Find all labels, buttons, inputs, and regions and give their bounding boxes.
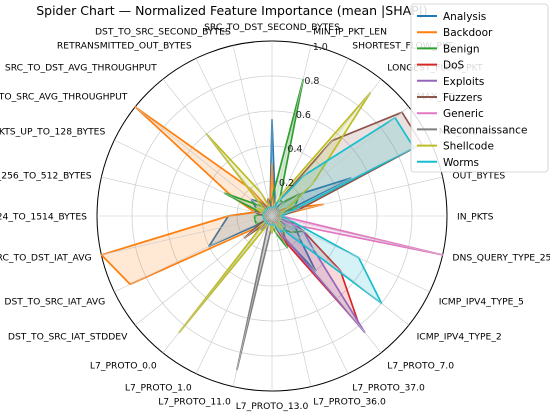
spoke (271, 58, 349, 217)
spoke (271, 215, 312, 387)
category-label: ICMP_IPV4_TYPE_5 (439, 296, 524, 307)
category-label: NUM_PKTS_256_TO_512_BYTES (0, 170, 92, 181)
legend-entry: Fuzzers (443, 92, 482, 104)
legend: Analysis Backdoor Benign DoS Exploits Fuzzers… (410, 3, 549, 173)
spoke (162, 215, 273, 353)
category-label: OUT_BYTES (452, 170, 505, 181)
category-label: L7_PROTO_37.0 (352, 383, 425, 394)
spoke (114, 215, 273, 293)
spokes (97, 41, 447, 391)
category-label: L7_PROTO_36.0 (313, 396, 386, 407)
spoke (101, 176, 273, 217)
category-label: L7_PROTO_11.0 (158, 396, 231, 407)
spoke (232, 45, 273, 217)
category-label: NUM_PKTS_1024_TO_1514_BYTES (0, 212, 87, 223)
tick-label: 0.2 (279, 178, 294, 189)
category-label: L7_PROTO_7.0 (387, 361, 454, 372)
spoke (101, 215, 273, 256)
category-label: DST_TO_SRC_IAT_AVG (4, 296, 105, 307)
category-label: SHORTEST_FLOW_PKT (352, 40, 453, 51)
spoke (232, 215, 273, 387)
tick-label: 0.6 (296, 110, 311, 121)
category-label: SRC_TO_DST_IAT_AVG (0, 253, 92, 264)
category-label: NUM_PKTS_UP_TO_128_BYTES (0, 127, 105, 138)
spoke (271, 215, 409, 326)
radial-ticks: 0.2 0.4 0.6 0.8 1.0 (279, 42, 328, 189)
legend-entry: Benign (443, 43, 480, 55)
category-label: ICMP_IPV4_TYPE_2 (417, 331, 502, 342)
spoke (271, 215, 443, 256)
spoke (271, 139, 430, 217)
spoke (195, 58, 273, 217)
tick-label: 0.8 (304, 76, 319, 87)
spoke (162, 79, 273, 217)
spoke (135, 215, 273, 326)
chart-title: Spider Chart — Normalized Feature Import… (36, 3, 428, 18)
category-label: DST_TO_SRC_AVG_THROUGHPUT (0, 92, 128, 103)
legend-entry: Generic (443, 108, 484, 120)
category-label: DNS_QUERY_TYPE_255 (452, 253, 550, 264)
series-fill-worms (263, 117, 414, 304)
category-label: SRC_TO_DST_AVG_THROUGHPUT (5, 62, 157, 73)
category-label: SRC_TO_DST_SECOND_BYTES (204, 22, 340, 33)
category-label: IN_PKTS (457, 212, 494, 223)
spoke (271, 215, 349, 374)
category-label: L7_PROTO_0.0 (90, 361, 157, 372)
tick-label: 1.0 (313, 42, 328, 53)
category-label: L7_PROTO_13.0 (236, 401, 309, 412)
category-label: DST_TO_SRC_SECOND_BYTES (95, 27, 231, 38)
series-fill-backdoor (101, 106, 324, 285)
legend-entry: Reconnaissance (443, 124, 527, 136)
spoke (271, 45, 312, 217)
spoke (271, 106, 409, 217)
legend-entry: Analysis (443, 11, 486, 23)
category-label: MIN_IP_PKT_LEN (313, 27, 387, 38)
spoke (271, 79, 382, 217)
spoke (271, 176, 443, 217)
spoke (271, 215, 430, 293)
series-fill-benign (224, 79, 304, 248)
spoke (135, 106, 273, 217)
series-fill-dos (263, 207, 360, 326)
category-label: L7_PROTO_1.0 (125, 383, 192, 394)
tick-label: 0.4 (287, 144, 302, 155)
spoke (271, 215, 382, 353)
legend-entry: Exploits (443, 76, 484, 88)
spoke (114, 139, 273, 217)
series-fill-reconnaissance (237, 207, 286, 370)
legend-entry: Backdoor (443, 27, 493, 39)
legend-entry: Shellcode (443, 141, 494, 153)
legend-entry: DoS (443, 60, 465, 72)
category-label: RETRANSMITTED_OUT_BYTES (57, 40, 192, 51)
spoke (195, 215, 273, 374)
legend-entry: Worms (443, 157, 479, 169)
category-label: DST_TO_SRC_IAT_STDDEV (8, 331, 128, 342)
legend-box (410, 3, 549, 173)
